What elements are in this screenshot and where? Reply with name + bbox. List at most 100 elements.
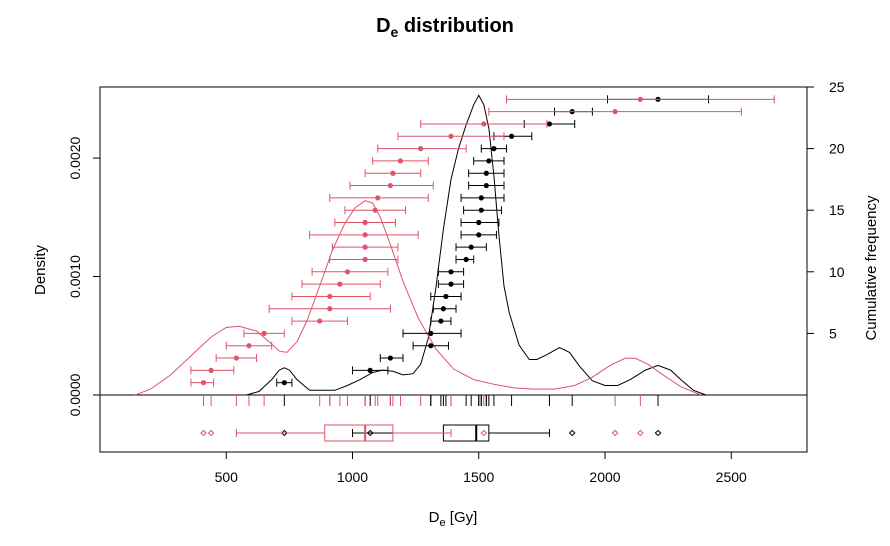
x-tick-label: 2000 [589, 469, 620, 485]
density-layer [135, 94, 707, 396]
data-point [483, 170, 489, 176]
box-outlier [200, 429, 207, 437]
data-point [317, 318, 323, 324]
errorbar-point-series-2 [190, 378, 215, 387]
boxplot-series-2 [200, 424, 644, 442]
errorbar-layer [190, 95, 775, 387]
data-point [468, 244, 474, 250]
data-point [418, 146, 424, 152]
box-outlier [611, 429, 619, 437]
errorbar-point-series-1 [432, 304, 457, 313]
y-left-tick-label: 0.0020 [67, 136, 83, 179]
errorbar-point-series-2 [344, 206, 407, 215]
errorbar-point-series-2 [506, 95, 775, 104]
data-point [337, 281, 343, 287]
box-iqr [324, 424, 394, 442]
data-point [372, 207, 378, 213]
errorbar-point-series-2 [331, 243, 399, 252]
errorbar-point-series-1 [455, 243, 487, 252]
errorbar-point-series-2 [243, 329, 285, 338]
x-axis: 500 1000 1500 2000 2500 [215, 451, 747, 485]
errorbar-point-series-1 [473, 156, 505, 165]
errorbar-point-series-1 [430, 317, 452, 326]
data-point [483, 182, 489, 189]
y-left-tick-label: 0.0010 [67, 255, 83, 298]
data-point [478, 195, 484, 201]
errorbar-point-series-1 [437, 267, 465, 276]
data-point [463, 256, 469, 263]
y-right-tick-label: 20 [829, 141, 845, 157]
density-curve-series-2 [135, 200, 702, 396]
y-left-axis-label: Density [32, 244, 49, 295]
y-right-axis-label: Cumulative frequency [863, 195, 880, 341]
x-tick-label: 1500 [463, 469, 494, 485]
data-point [448, 281, 454, 287]
x-tick-label: 2500 [716, 469, 747, 485]
data-point [387, 355, 393, 361]
data-point [476, 232, 482, 238]
data-point [440, 306, 446, 312]
box-outlier [654, 429, 662, 437]
errorbar-point-series-2 [488, 107, 742, 116]
errorbar-point-series-2 [291, 317, 348, 326]
errorbar-point-series-1 [402, 329, 462, 338]
data-point [508, 133, 515, 139]
box-outlier [281, 429, 288, 437]
y-left-axis: 0.0000 0.0010 0.0020 [67, 136, 101, 416]
data-point [375, 195, 381, 201]
errorbar-point-series-1 [480, 144, 508, 153]
data-point [428, 330, 434, 336]
errorbar-point-series-2 [215, 354, 258, 363]
errorbar-point-series-1 [276, 378, 293, 387]
errorbar-point-series-2 [190, 366, 235, 375]
errorbar-point-series-1 [468, 169, 505, 178]
data-point [546, 121, 553, 127]
x-tick-label: 500 [215, 469, 239, 485]
errorbar-point-series-2 [329, 255, 399, 264]
data-point [476, 219, 482, 226]
errorbar-point-series-2 [397, 132, 505, 141]
data-point [362, 232, 368, 238]
box-outlier [207, 429, 215, 437]
data-point [438, 318, 444, 324]
data-point [481, 121, 487, 127]
y-right-tick-label: 5 [829, 325, 837, 341]
data-point [637, 96, 643, 102]
data-point [367, 367, 373, 373]
box-outlier [637, 429, 644, 437]
data-point [612, 109, 618, 115]
errorbar-point-series-2 [311, 267, 389, 276]
errorbar-point-series-1 [460, 218, 500, 227]
data-point [448, 133, 454, 139]
data-point [443, 293, 449, 300]
data-point [486, 158, 492, 164]
plot-area [99, 86, 808, 453]
errorbar-point-series-1 [468, 181, 505, 190]
errorbar-point-series-1 [430, 292, 462, 301]
errorbar-point-series-1 [455, 255, 475, 264]
errorbar-point-series-2 [329, 193, 429, 202]
data-point [233, 355, 239, 361]
data-point [390, 170, 396, 176]
data-point [261, 330, 267, 336]
data-point [362, 219, 368, 226]
data-point [362, 244, 368, 250]
data-point [491, 146, 497, 152]
errorbar-point-series-1 [437, 280, 465, 289]
x-tick-label: 1000 [337, 469, 368, 485]
data-point [200, 380, 207, 386]
data-point [208, 367, 214, 373]
errorbar-point-series-1 [460, 230, 497, 239]
data-point [478, 207, 484, 213]
data-point [428, 343, 434, 349]
errorbar-point-series-1 [379, 354, 404, 363]
errorbar-point-series-2 [268, 304, 391, 313]
y-right-axis: 5 10 15 20 25 [806, 79, 845, 341]
errorbar-point-series-1 [352, 366, 389, 375]
data-point [362, 256, 368, 263]
box-outlier [480, 429, 488, 437]
errorbar-point-series-2 [420, 119, 548, 128]
density-curve-series-1 [246, 94, 707, 396]
boxplot-series-1 [281, 424, 662, 442]
